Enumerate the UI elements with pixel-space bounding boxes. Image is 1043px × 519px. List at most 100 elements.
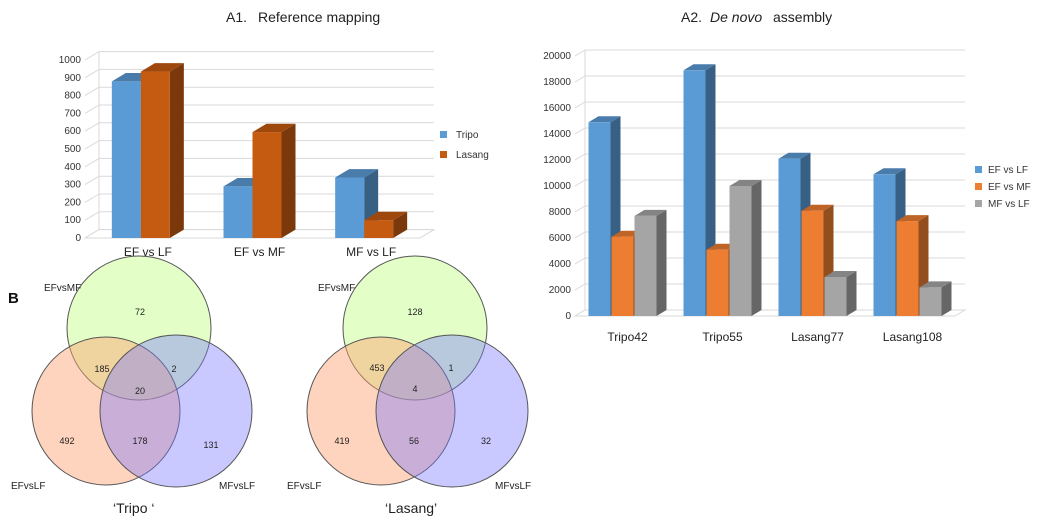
chart-a1-legend: Tripo Lasang	[440, 130, 489, 161]
bar-ef-vs-mf-lasang108-front	[896, 221, 919, 316]
gridline-side	[84, 175, 100, 186]
bar-ef-vs-lf-lasang77-front	[778, 158, 801, 316]
x-tick-label: EF vs LF	[124, 245, 172, 259]
bar-mf-vs-lf-lasang77-top	[824, 271, 857, 277]
y-tick-label: 18000	[543, 77, 571, 88]
gridline-side	[574, 283, 586, 291]
bar-ef-vs-mf-tripo55-front	[706, 249, 729, 316]
gridline-side	[574, 75, 586, 83]
gridline-side	[574, 127, 586, 135]
gridline-side	[84, 86, 100, 97]
bar-ef-vs-lf-lasang77-top	[778, 152, 811, 159]
venn-lasang-count-left-only: 419	[334, 436, 349, 446]
panel-b-label: B	[8, 290, 19, 307]
bar-ef-vs-lf-tripo55-top	[683, 64, 716, 71]
bar-lasang-ef-vs-lf-side	[169, 63, 184, 238]
chart-a2-y-axis: 0 2000 4000 6000 8000 10000 12000 14000 16000 180…	[543, 51, 571, 322]
gridline-side	[574, 231, 586, 239]
legend-label-mf-vs-lf: MF vs LF	[988, 199, 1030, 210]
gridline-side	[84, 68, 100, 79]
bar-lasang-ef-vs-mf-side	[281, 123, 296, 238]
bar-mf-vs-lf-tripo55	[729, 180, 762, 316]
bar-mf-vs-lf-tripo55-side	[751, 180, 762, 316]
legend-swatch-ef-vs-mf	[975, 183, 982, 190]
venn-tripo-count-top-right: 2	[171, 364, 176, 374]
chart-a2-bars	[588, 64, 952, 316]
venn-lasang-count-top-left: 453	[369, 363, 384, 373]
venn-lasang-count-left-right: 56	[409, 436, 419, 446]
chart-a2-x-axis: Tripo42 Tripo55 Lasang77 Lasang108	[607, 330, 942, 344]
gridline-side	[84, 51, 100, 61]
bar-ef-vs-lf-tripo55-front	[683, 70, 706, 316]
y-tick-label: 900	[64, 73, 81, 84]
bar-mf-vs-lf-tripo55-top	[729, 180, 762, 186]
chart-a1-title: Reference mapping	[258, 9, 380, 25]
x-tick-label: MF vs LF	[346, 245, 396, 259]
y-tick-label: 500	[64, 144, 81, 155]
bar-mf-vs-lf-tripo42-top	[634, 209, 667, 216]
x-tick-label: Tripo55	[702, 330, 743, 344]
chart-a2-grid	[573, 49, 967, 317]
legend-label-ef-vs-lf: EF vs LF	[988, 165, 1028, 176]
chart-a2-title-rest: assembly	[773, 9, 832, 25]
venn-lasang-label-right: MFvsLF	[495, 481, 531, 492]
bar-lasang-ef-vs-lf-front	[140, 71, 170, 238]
chart-a2-legend: EF vs LF EF vs MF MF vs LF	[975, 165, 1031, 210]
x-tick-label: Lasang108	[883, 330, 943, 344]
venn-lasang-label-top: EFvsMF	[318, 283, 355, 294]
y-tick-label: 10000	[543, 181, 571, 192]
bar-tripo-ef-vs-lf-front	[111, 81, 141, 238]
y-tick-label: 8000	[549, 207, 572, 218]
y-tick-label: 0	[565, 311, 571, 322]
venn-tripo-circle-efvsmf	[66, 255, 212, 401]
venn-lasang-count-top-only: 128	[407, 307, 422, 317]
bar-ef-vs-lf-lasang108-top	[873, 168, 906, 175]
bar-mf-vs-lf-tripo42-side	[656, 209, 667, 316]
legend-label-ef-vs-mf: EF vs MF	[988, 182, 1031, 193]
bar-mf-vs-lf-tripo42-front	[634, 215, 657, 316]
bar-mf-vs-lf-lasang77	[824, 271, 857, 316]
venn-tripo: EFvsMF EFvsLF MFvsLF 72 185 2 20 492 178…	[11, 255, 255, 516]
bar-lasang-ef-vs-mf-front	[252, 132, 282, 238]
venn-lasang-count-right-only: 32	[481, 436, 491, 446]
legend-swatch-tripo	[440, 131, 447, 138]
bar-mf-vs-lf-tripo42	[634, 209, 667, 316]
y-tick-label: 700	[64, 108, 81, 119]
gridline-side	[574, 179, 586, 187]
bar-mf-vs-lf-lasang77-side	[846, 271, 857, 316]
bar-ef-vs-lf-tripo42-top	[588, 116, 621, 123]
gridline-side	[574, 257, 586, 265]
bar-lasang-mf-vs-lf	[364, 211, 408, 238]
y-tick-label: 0	[75, 233, 81, 244]
venn-tripo-count-left-only: 492	[59, 436, 74, 446]
y-tick-label: 6000	[549, 233, 572, 244]
y-tick-label: 14000	[543, 129, 571, 140]
gridline-side	[84, 140, 100, 150]
venn-lasang-caption: ‘Lasang’	[385, 500, 437, 516]
x-tick-label: Lasang77	[791, 330, 844, 344]
venn-lasang-count-top-right: 1	[448, 363, 453, 373]
chart-a2: A2. De novo assembly 0 2000 4000 6000 8000 10…	[543, 9, 1031, 344]
gridline-side	[574, 101, 586, 109]
bar-ef-vs-mf-lasang77-top	[801, 204, 834, 211]
gridline-side	[84, 157, 100, 168]
y-tick-label: 12000	[543, 155, 571, 166]
bar-mf-vs-lf-lasang108-top	[919, 281, 952, 288]
y-tick-label: 400	[64, 162, 81, 173]
bar-tripo-mf-vs-lf-top	[335, 169, 379, 178]
bar-mf-vs-lf-tripo55-front	[729, 186, 752, 316]
x-tick-label: Tripo42	[607, 330, 648, 344]
bar-mf-vs-lf-lasang108	[919, 281, 952, 316]
x-tick-label: EF vs MF	[234, 245, 285, 259]
y-tick-label: 16000	[543, 103, 571, 114]
y-tick-label: 4000	[549, 259, 572, 270]
y-tick-label: 2000	[549, 285, 572, 296]
bar-tripo-mf-vs-lf-front	[335, 177, 365, 238]
chart-a1: A1. Reference mapping 0 100 200 300 400 500 60…	[59, 9, 489, 259]
venn-tripo-label-top: EFvsMF	[44, 283, 81, 294]
bar-ef-vs-mf-tripo42-front	[611, 236, 634, 316]
bar-tripo-ef-vs-mf-front	[223, 186, 253, 238]
chart-a1-x-axis: EF vs LF EF vs MF MF vs LF	[124, 245, 396, 259]
bar-ef-vs-lf-lasang108-front	[873, 174, 896, 316]
